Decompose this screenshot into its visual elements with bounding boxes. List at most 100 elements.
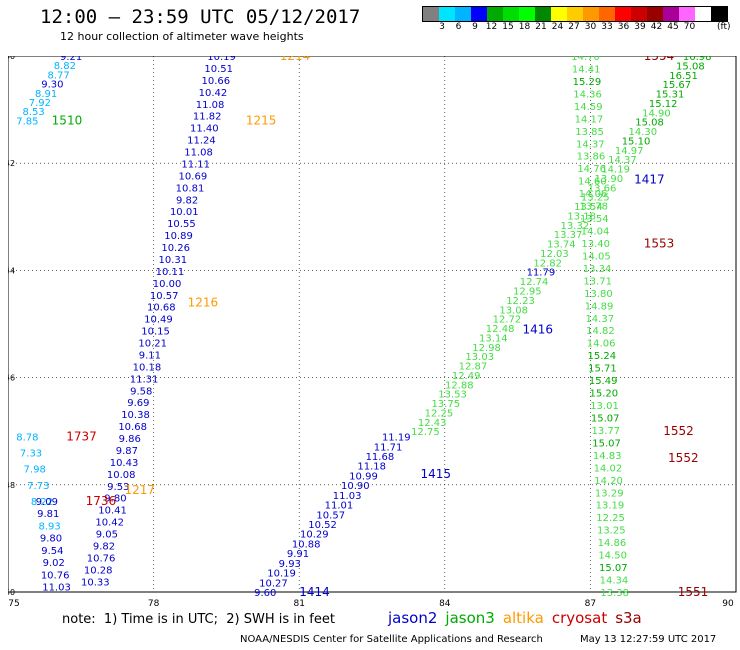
wave-height-label: 14.17 [575,114,604,125]
wave-height-label: 11.01 [325,501,354,512]
wave-height-label: 13.85 [575,127,604,138]
wave-height-label: 10.00 [153,279,182,290]
wave-height-label: 9.82 [176,195,198,206]
lat-tick-label: -46 [8,374,15,383]
wave-height-label: 12.82 [533,258,562,269]
wave-height-label: 11.08 [184,148,213,159]
colorbar-label: 33 [601,22,613,32]
colorbar-labels: 3 6 9 12 15 18 21 24 27 30 33 36 39 42 45 70 [422,22,740,34]
wave-height-label: 12.49 [452,371,481,382]
wave-height-label: 8.91 [35,89,57,100]
colorbar-label: 9 [472,22,478,32]
wave-height-label: 10.81 [176,183,205,194]
wave-height-label: 10.43 [110,458,139,469]
wave-height-label: 14.60 [578,177,607,188]
colorbar-swatch [599,7,615,21]
pass-id-label: 1737 [66,430,97,444]
page-title: 12:00 – 23:59 UTC 05/12/2017 [40,6,361,28]
wave-height-label: 9.87 [116,446,138,457]
wave-height-label: 14.37 [585,314,614,325]
wave-height-label: 8.78 [16,433,38,444]
colorbar-label: 24 [551,22,564,32]
wave-height-label: 10.76 [41,570,70,581]
lon-tick-label: 90 [722,599,734,609]
colorbar-swatch [567,7,583,21]
wave-height-label: 11.40 [190,124,219,135]
wave-height-label: 10.66 [201,76,230,87]
legend-altika: altika [502,609,544,627]
wave-height-label: 10.08 [107,470,136,481]
wave-height-label: 13.53 [438,390,467,401]
lon-tick-label: 81 [293,599,304,609]
wave-height-label: 10.89 [164,231,193,242]
wave-height-label: 12.88 [445,380,474,391]
colorbar-swatch [615,7,631,21]
wave-height-label: 9.69 [127,398,149,409]
wave-height-label: 15.10 [622,136,651,147]
wave-height-label: 13.03 [465,352,494,363]
wave-height-label: 12.74 [520,277,549,288]
wave-height-label: 13.38 [600,588,629,599]
legend-cryosat: cryosat [551,609,608,627]
wave-height-label: 13.40 [581,239,610,250]
colorbar-swatch [519,7,535,21]
wave-height-label: 13.18 [567,211,596,222]
colorbar-label: 36 [617,22,630,32]
timestamp: May 13 12:27:59 UTC 2017 [580,634,717,645]
wave-height-label: 9.91 [287,549,309,560]
wave-height-label: 14.19 [601,165,630,176]
colorbar-swatch [487,7,503,21]
wave-height-label: 8.82 [54,61,76,72]
pass-id-label: 1416 [522,322,553,336]
wave-height-label: 12.95 [513,287,542,298]
wave-height-label: 11.82 [193,112,222,123]
wave-height-label: 13.54 [580,214,609,225]
wave-height-label: 11.79 [527,268,556,279]
wave-height-label: 10.27 [259,578,288,589]
lat-tick-label: -42 [8,159,15,168]
lat-tick-label: -44 [8,266,15,275]
wave-height-label: 15.07 [592,438,621,449]
wave-height-label: 15.31 [656,90,685,101]
colorbar-label: 3 [439,22,445,32]
colorbar-swatch [551,7,567,21]
wave-height-label: 7.92 [29,98,51,109]
colorbar-swatch [423,7,439,21]
wave-height-label: 15.67 [662,80,691,91]
wave-height-label: 10.99 [349,471,378,482]
wave-height-label: 10.57 [150,291,179,302]
wave-height-label: 8.93 [38,521,60,532]
lat-tick-label: -50 [8,588,15,597]
wave-height-label: 14.97 [615,146,644,157]
wave-height-label: 10.90 [341,481,370,492]
colorbar-swatch [535,7,551,21]
wave-height-label: 12.48 [486,324,515,335]
wave-height-label: 13.14 [479,333,508,344]
wave-height-label: 9.93 [279,559,301,570]
colorbar-swatch [711,7,727,21]
wave-height-label: 13.19 [596,501,625,512]
wave-height-label: 15.71 [588,364,617,375]
satellite-legend: jason2 jason3 altika cryosat s3a [388,609,650,627]
wave-height-label: 14.59 [574,102,603,113]
wave-height-label: 11.71 [374,442,403,453]
wave-height-label: 15.07 [591,413,620,424]
wave-height-label: 9.54 [41,546,63,557]
colorbar-label: 45 [667,22,679,32]
pass-id-label: 1551 [678,585,709,599]
wave-height-label: 15.12 [649,99,678,110]
wave-height-label: 13.71 [583,276,612,287]
wave-height-label: 9.21 [60,56,82,63]
wave-height-label: 12.25 [596,513,625,524]
wave-height-label: 7.73 [27,481,49,492]
wave-height-label: 7.85 [16,116,38,127]
pass-id-label: 1217 [124,483,155,497]
colorbar-swatch [503,7,519,21]
wave-height-label: 14.30 [628,127,657,138]
wave-height-label: 10.41 [98,506,127,517]
wave-height-label: 9.09 [36,497,58,508]
lon-tick-label: 78 [148,599,160,609]
wave-height-label: 12.75 [411,427,440,438]
wave-height-map: 757881848790-40-42-44-46-48-5010.1910.51… [8,56,737,609]
legend-jason3: jason3 [445,609,495,627]
